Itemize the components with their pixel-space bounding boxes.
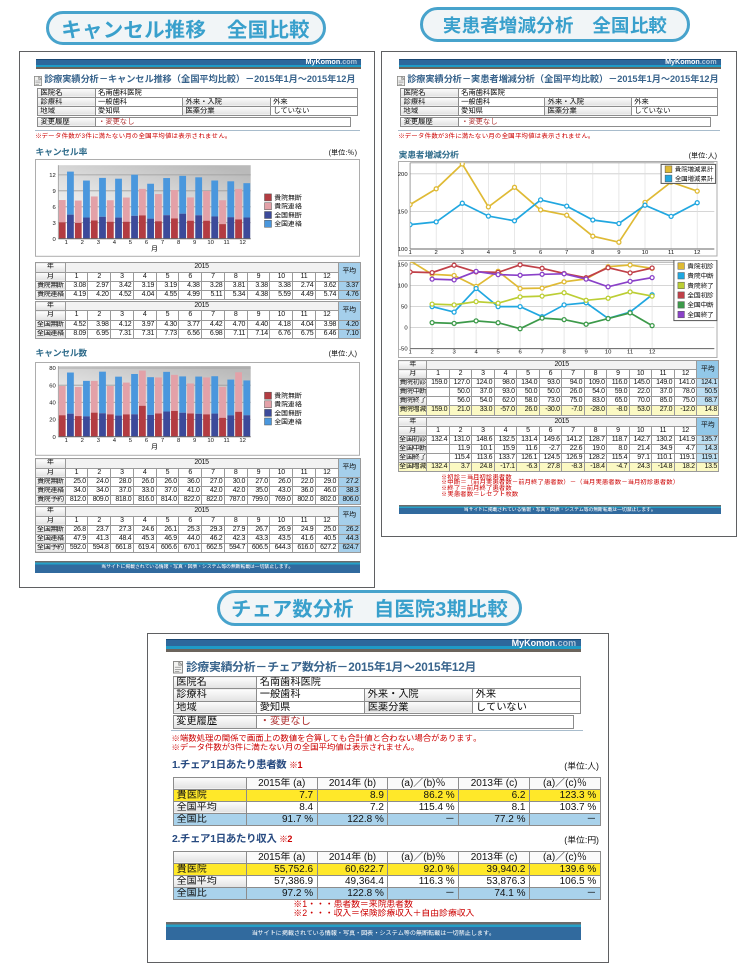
- svg-text:11: 11: [224, 438, 230, 444]
- svg-text:5: 5: [129, 240, 133, 246]
- svg-text:0: 0: [53, 435, 57, 441]
- svg-text:9: 9: [193, 438, 196, 444]
- svg-text:月: 月: [150, 246, 158, 253]
- svg-text:全国終了: 全国終了: [688, 311, 715, 319]
- svg-text:6: 6: [519, 349, 523, 355]
- svg-text:貴院初診: 貴院初診: [688, 262, 715, 270]
- svg-text:12: 12: [49, 173, 56, 179]
- svg-text:12: 12: [694, 250, 701, 256]
- svg-text:9: 9: [585, 349, 588, 355]
- svg-text:10: 10: [207, 438, 214, 444]
- svg-text:40: 40: [49, 400, 56, 406]
- svg-text:4: 4: [113, 438, 117, 444]
- svg-text:10: 10: [207, 240, 214, 246]
- svg-text:全国中断: 全国中断: [688, 301, 715, 309]
- svg-text:月: 月: [150, 444, 158, 451]
- svg-text:80: 80: [49, 366, 56, 372]
- svg-text:10: 10: [642, 250, 649, 256]
- svg-text:7: 7: [161, 240, 164, 246]
- svg-text:2: 2: [81, 438, 84, 444]
- svg-text:2: 2: [81, 240, 84, 246]
- svg-text:貴院終了: 貴院終了: [688, 282, 715, 290]
- svg-text:50: 50: [401, 304, 408, 310]
- svg-text:全国連絡: 全国連絡: [274, 418, 301, 426]
- svg-text:9: 9: [617, 250, 620, 256]
- svg-text:150: 150: [398, 262, 408, 268]
- svg-text:6: 6: [539, 250, 543, 256]
- svg-text:全国無断: 全国無断: [274, 409, 301, 417]
- svg-text:2: 2: [431, 349, 434, 355]
- svg-text:9: 9: [193, 240, 196, 246]
- svg-text:11: 11: [668, 250, 674, 256]
- svg-text:全国無断: 全国無断: [274, 212, 301, 220]
- svg-text:8: 8: [563, 349, 567, 355]
- svg-text:貴院無断: 貴院無断: [274, 194, 301, 202]
- svg-text:8: 8: [591, 250, 595, 256]
- svg-text:60: 60: [49, 383, 56, 389]
- svg-text:1: 1: [409, 349, 412, 355]
- svg-text:150: 150: [398, 210, 408, 216]
- svg-text:6: 6: [145, 240, 149, 246]
- svg-text:貴院無断: 貴院無断: [274, 392, 301, 400]
- svg-text:貴院連絡: 貴院連絡: [274, 401, 301, 409]
- svg-text:3: 3: [53, 221, 57, 227]
- svg-text:9: 9: [53, 189, 56, 195]
- svg-text:3: 3: [453, 349, 457, 355]
- svg-text:5: 5: [497, 349, 501, 355]
- svg-text:貴院増減累計: 貴院増減累計: [675, 166, 714, 174]
- svg-text:貴院中断: 貴院中断: [688, 272, 715, 280]
- svg-text:20: 20: [49, 418, 56, 424]
- svg-text:10: 10: [605, 349, 612, 355]
- svg-text:7: 7: [565, 250, 568, 256]
- svg-text:2: 2: [435, 250, 438, 256]
- svg-text:4: 4: [113, 240, 117, 246]
- svg-text:200: 200: [398, 172, 408, 178]
- svg-text:5: 5: [513, 250, 517, 256]
- svg-text:7: 7: [541, 349, 544, 355]
- svg-text:0: 0: [405, 325, 409, 331]
- svg-text:0: 0: [53, 237, 57, 243]
- svg-text:12: 12: [239, 438, 246, 444]
- svg-text:12: 12: [649, 349, 656, 355]
- svg-text:全国連絡: 全国連絡: [274, 220, 301, 228]
- svg-text:7: 7: [161, 438, 164, 444]
- svg-text:100: 100: [398, 283, 408, 289]
- svg-text:8: 8: [177, 438, 181, 444]
- svg-text:100: 100: [398, 247, 408, 253]
- svg-text:11: 11: [627, 349, 633, 355]
- svg-text:1: 1: [65, 240, 68, 246]
- svg-text:5: 5: [129, 438, 133, 444]
- svg-text:4: 4: [475, 349, 479, 355]
- svg-text:1: 1: [65, 438, 68, 444]
- svg-text:6: 6: [145, 438, 149, 444]
- svg-text:6: 6: [53, 205, 57, 211]
- svg-text:-50: -50: [399, 346, 408, 352]
- svg-text:8: 8: [177, 240, 181, 246]
- svg-text:1: 1: [409, 250, 412, 256]
- svg-text:全国初診: 全国初診: [688, 291, 715, 299]
- svg-text:貴院連絡: 貴院連絡: [274, 203, 301, 211]
- svg-text:3: 3: [97, 438, 101, 444]
- svg-text:12: 12: [239, 240, 246, 246]
- svg-text:11: 11: [224, 240, 230, 246]
- svg-text:全国増減累計: 全国増減累計: [675, 175, 714, 183]
- svg-text:3: 3: [461, 250, 465, 256]
- svg-text:3: 3: [97, 240, 101, 246]
- svg-text:4: 4: [487, 250, 491, 256]
